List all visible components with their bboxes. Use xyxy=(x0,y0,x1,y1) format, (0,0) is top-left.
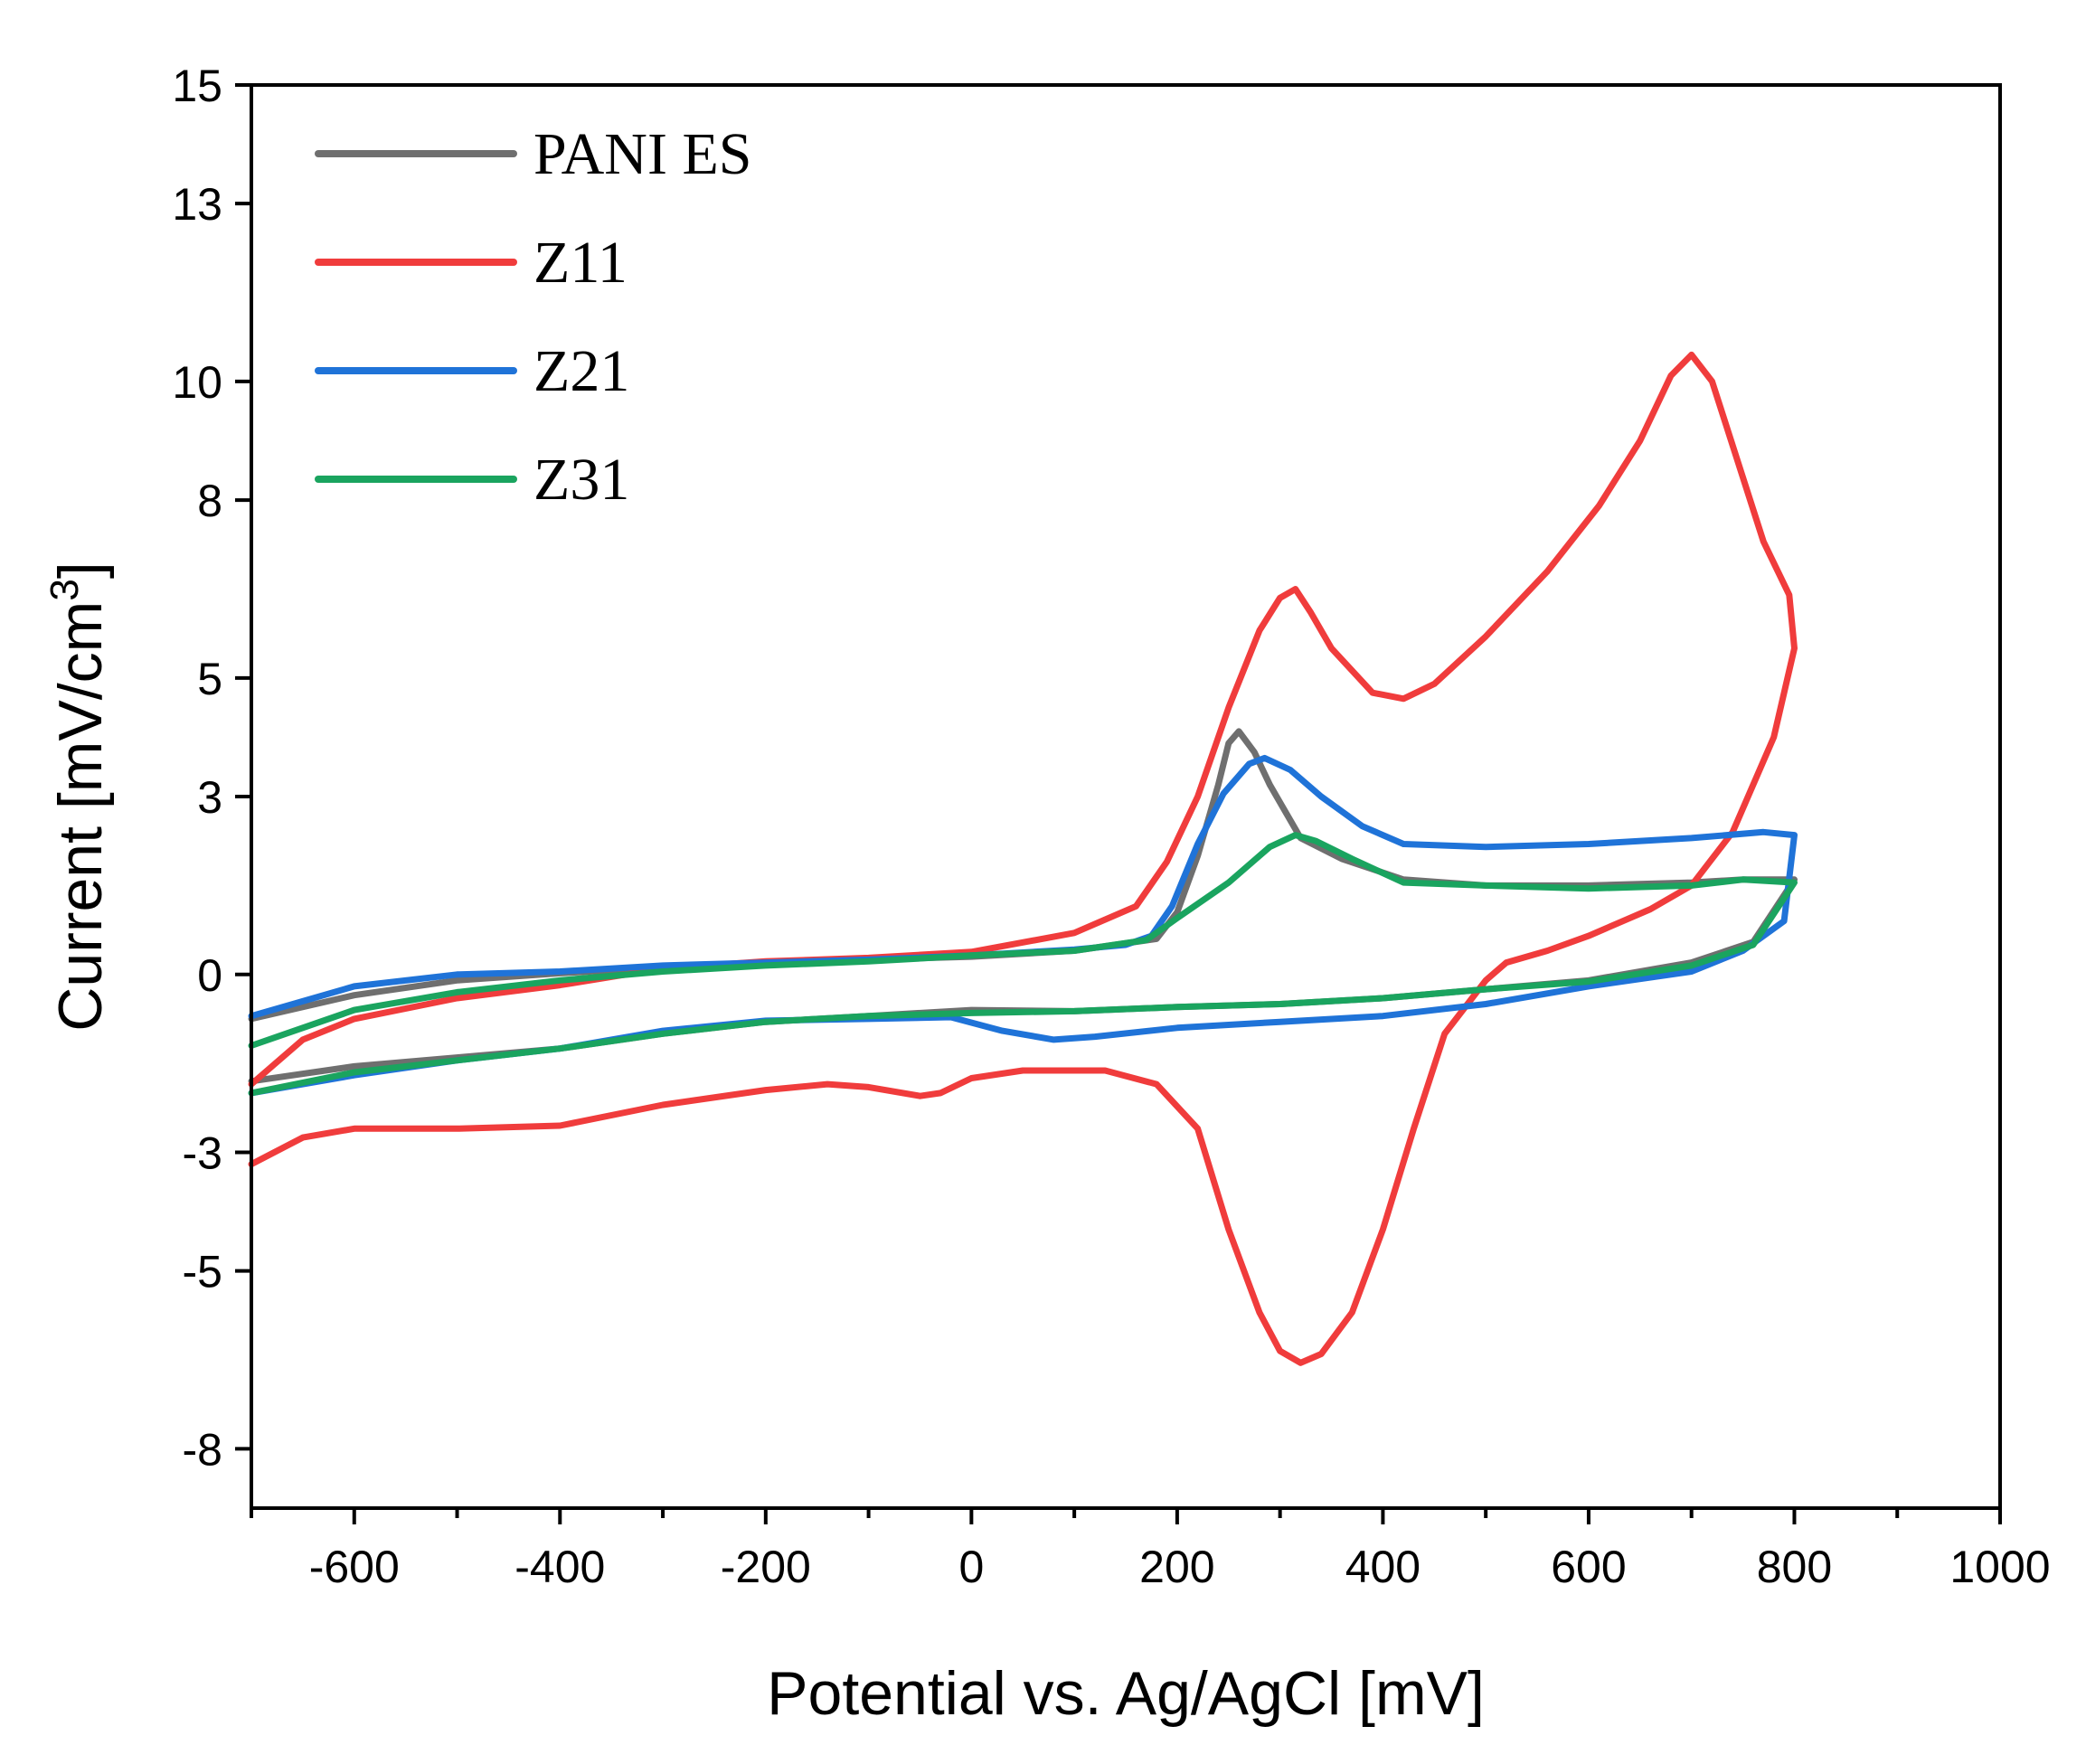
x-tick-label: -400 xyxy=(514,1542,605,1592)
x-tick-label: -600 xyxy=(309,1542,400,1592)
legend: PANI ES Z11 Z21 Z31 xyxy=(315,121,751,513)
x-tick-label: 800 xyxy=(1757,1542,1832,1592)
series-line-z21 xyxy=(248,754,1798,1097)
legend-label: PANI ES xyxy=(533,121,751,187)
x-axis-title: Potential vs. Ag/AgCl [mV] xyxy=(767,1659,1485,1728)
plot-frame xyxy=(250,83,2002,1510)
series-line-pani-es xyxy=(248,728,1798,1085)
legend-label: Z21 xyxy=(533,338,629,404)
x-tick-label: 0 xyxy=(958,1542,984,1592)
y-tick-label: -5 xyxy=(183,1247,222,1297)
y-tick-label: -3 xyxy=(183,1128,222,1179)
y-tick-label: 5 xyxy=(197,654,222,704)
x-tick-label: 400 xyxy=(1345,1542,1421,1592)
x-tick-label: 600 xyxy=(1551,1542,1626,1592)
series-layer xyxy=(248,351,1798,1366)
x-tick-label: 200 xyxy=(1139,1542,1214,1592)
y-axis-title-end: ] xyxy=(46,561,115,579)
y-tick-label: 15 xyxy=(172,61,222,111)
axis-ticks xyxy=(235,83,2002,1524)
y-tick-label: 8 xyxy=(197,476,222,526)
y-tick-label: -8 xyxy=(183,1424,222,1475)
y-tick-label: 10 xyxy=(172,357,222,408)
y-axis-title-main: Current [mV/cm xyxy=(46,601,115,1032)
y-axis-title: Current [mV/cm3] xyxy=(42,561,115,1031)
y-tick-label: 13 xyxy=(172,179,222,230)
legend-label: Z11 xyxy=(533,230,628,296)
tick-labels: -600 -400 -200 0 200 400 600 800 1000 -8 -5 -3 0 3 5 8 1… xyxy=(172,61,2050,1592)
x-tick-label: 1000 xyxy=(1949,1542,2050,1592)
x-tick-label: -200 xyxy=(721,1542,811,1592)
series-line-z31 xyxy=(248,832,1798,1097)
y-tick-label: 3 xyxy=(197,772,222,823)
y-tick-label: 0 xyxy=(197,950,222,1001)
legend-label: Z31 xyxy=(533,447,629,513)
series-line-z11 xyxy=(248,351,1798,1366)
y-axis-title-superscript: 3 xyxy=(42,579,87,600)
